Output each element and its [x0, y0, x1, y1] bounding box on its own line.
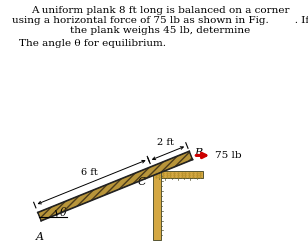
- Text: C: C: [137, 177, 146, 187]
- Text: A uniform plank 8 ft long is balanced on a corner: A uniform plank 8 ft long is balanced on…: [31, 6, 290, 15]
- Text: θ: θ: [60, 208, 67, 218]
- Text: 2 ft: 2 ft: [157, 138, 174, 147]
- Text: using a horizontal force of 75 lb as shown in Fig.        . If: using a horizontal force of 75 lb as sho…: [12, 16, 308, 25]
- Text: B: B: [195, 148, 203, 158]
- Text: The angle θ for equilibrium.: The angle θ for equilibrium.: [6, 39, 166, 48]
- Polygon shape: [153, 171, 160, 241]
- Text: 6 ft: 6 ft: [81, 168, 98, 177]
- Polygon shape: [38, 151, 192, 221]
- Text: the plank weighs 45 lb, determine: the plank weighs 45 lb, determine: [70, 26, 250, 35]
- Polygon shape: [153, 171, 203, 178]
- Text: A: A: [35, 232, 43, 242]
- Text: 75 lb: 75 lb: [215, 151, 242, 160]
